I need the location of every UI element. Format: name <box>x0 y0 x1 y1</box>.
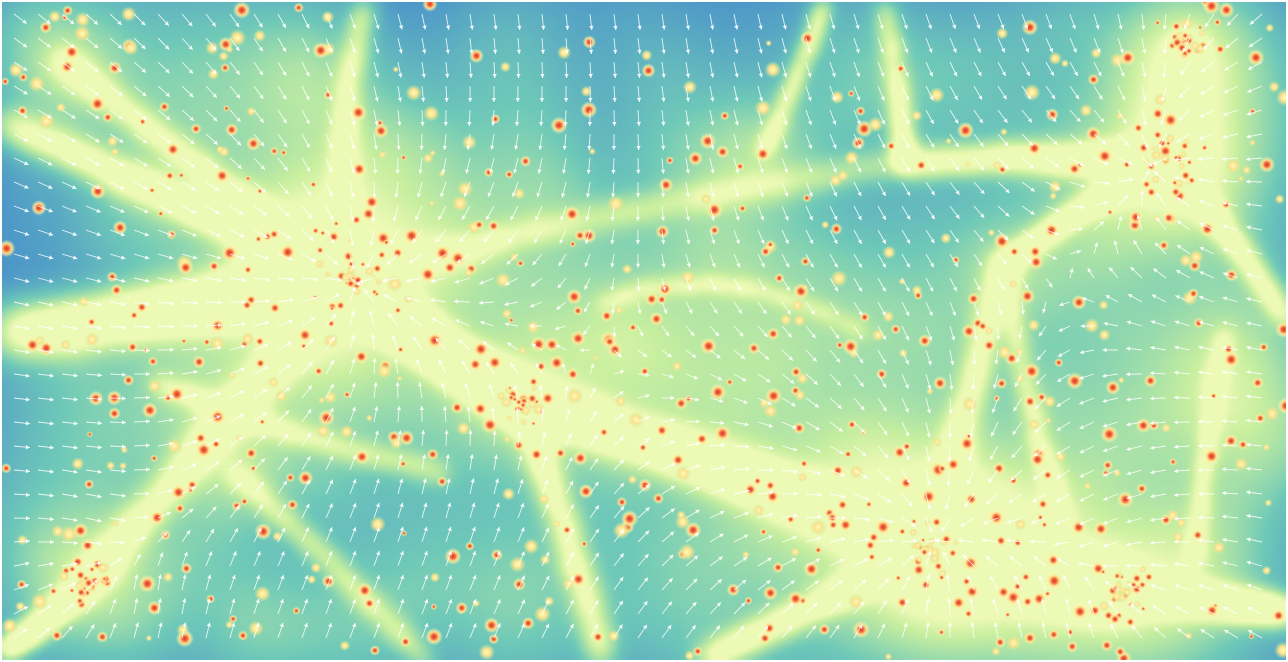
density-field-image <box>2 2 1286 660</box>
simulation-figure <box>0 0 1288 662</box>
